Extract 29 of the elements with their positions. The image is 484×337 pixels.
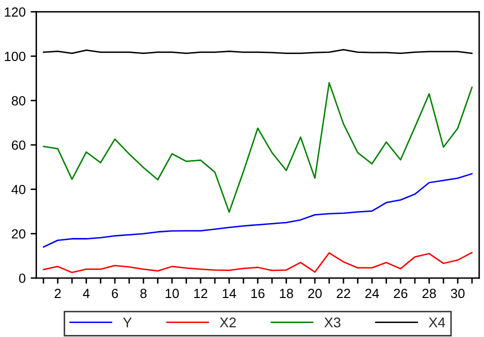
x-tick-label: 16 bbox=[251, 288, 264, 298]
legend-label: X2 bbox=[220, 318, 236, 328]
line-series bbox=[42, 252, 473, 274]
x-tick-label: 8 bbox=[140, 288, 147, 298]
legend-label: X4 bbox=[428, 318, 446, 328]
x-tick-label: 10 bbox=[166, 288, 179, 298]
x-tick-label: 2 bbox=[54, 288, 61, 298]
legend-label: Y bbox=[123, 318, 132, 328]
x-tick-label: 28 bbox=[422, 288, 436, 298]
x-tick-label: 14 bbox=[222, 288, 236, 298]
x-tick-label: 12 bbox=[194, 288, 208, 298]
x-tick-label: 24 bbox=[365, 288, 379, 298]
y-tick-label: 120 bbox=[4, 7, 26, 17]
x-tick-label: 30 bbox=[450, 288, 465, 298]
line-series bbox=[42, 173, 473, 248]
x-tick-label: 26 bbox=[394, 288, 408, 298]
legend-label: X3 bbox=[324, 318, 340, 328]
x-tick-label: 22 bbox=[336, 288, 350, 298]
y-tick-label: 100 bbox=[4, 52, 26, 62]
x-tick-label: 20 bbox=[308, 288, 322, 298]
y-tick-label: 0 bbox=[19, 274, 26, 283]
x-tick-label: 18 bbox=[280, 288, 294, 298]
y-tick-label: 40 bbox=[12, 184, 26, 194]
line-series bbox=[42, 82, 473, 213]
x-tick-label: 4 bbox=[82, 288, 90, 298]
y-tick-label: 20 bbox=[12, 229, 26, 239]
y-tick-label: 60 bbox=[12, 140, 26, 150]
y-tick-label: 80 bbox=[12, 96, 26, 106]
x-tick-label: 6 bbox=[112, 288, 118, 298]
